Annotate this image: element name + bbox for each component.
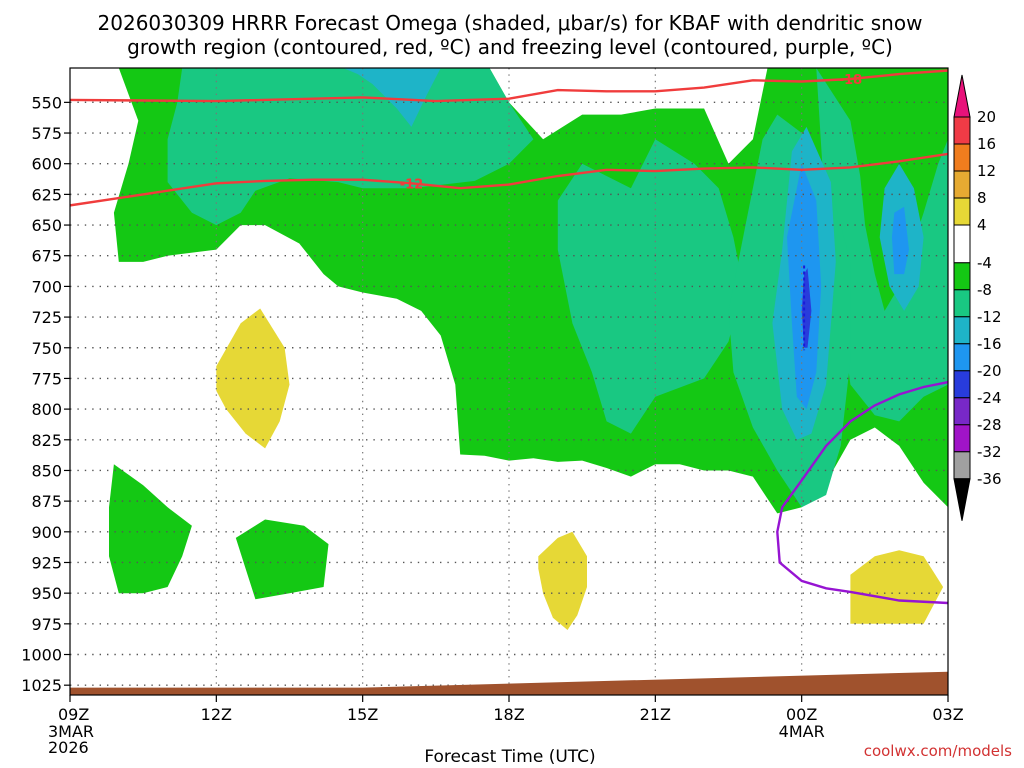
dendritic-label--18: -18	[839, 73, 863, 88]
y-tick-label-875: 875	[31, 492, 62, 511]
y-tick-label-850: 850	[31, 461, 62, 480]
colorbar-bin-3	[953, 170, 971, 199]
omega-region-1	[109, 464, 192, 594]
y-tick-label-975: 975	[31, 615, 62, 634]
colorbar-bin-7	[953, 289, 971, 318]
colorbar-label-4: 4	[977, 216, 987, 234]
colorbar-label-8: -16	[977, 335, 1002, 353]
x-tick-label-00Z: 00Z	[786, 705, 817, 724]
y-tick-label-775: 775	[31, 369, 62, 388]
colorbar-cap-top	[953, 74, 971, 118]
colorbar-bin-4	[953, 197, 971, 226]
dendritic-contour--18	[70, 69, 948, 103]
y-tick-label-550: 550	[31, 93, 62, 112]
y-tick-label-1000: 1000	[21, 646, 62, 665]
x-tick-label-15Z: 15Z	[347, 705, 378, 724]
omega-shading	[109, 68, 948, 630]
axes: 550 575 600 625 650 675 700 725 750 775 800 825 850 8…	[21, 67, 964, 757]
y-tick-label-800: 800	[31, 400, 62, 419]
x-tick-label-21Z: 21Z	[640, 705, 671, 724]
terrain	[70, 671, 948, 695]
colorbar-label-7: -12	[977, 308, 1002, 326]
omega-region-2	[235, 519, 329, 600]
x-tick-sub-09Z: 3MAR	[48, 722, 94, 741]
omega-region-15	[850, 550, 944, 624]
y-tick-label-700: 700	[31, 277, 62, 296]
x-tick-label-09Z: 09Z	[58, 705, 89, 724]
y-tick-label-925: 925	[31, 553, 62, 572]
colorbar-label-3: 8	[977, 189, 987, 207]
y-tick-label-600: 600	[31, 155, 62, 174]
x-tick-label-12Z: 12Z	[201, 705, 232, 724]
colorbar-bin-8	[953, 316, 971, 345]
colorbar-bin-6	[953, 262, 971, 291]
omega-region-13	[216, 308, 290, 449]
dendritic-contour--12	[70, 152, 948, 207]
y-tick-label-825: 825	[31, 431, 62, 450]
colorbar-label-5: -4	[977, 254, 992, 272]
colorbar-label-12: -32	[977, 443, 1002, 461]
dendritic-label--12: -12	[400, 177, 424, 192]
colorbar-bin-12	[953, 424, 971, 453]
colorbar-label-1: 16	[977, 135, 996, 153]
omega-region-4	[557, 139, 744, 434]
terrain-surface	[70, 671, 948, 695]
colorbar-bin-13	[953, 451, 971, 480]
x-tick-label-03Z: 03Z	[932, 705, 963, 724]
omega-region-14	[538, 531, 587, 630]
colorbar-cap-bottom	[953, 478, 971, 521]
y-tick-label-675: 675	[31, 247, 62, 266]
colorbar-label-2: 12	[977, 162, 996, 180]
omega-region-3	[167, 68, 534, 226]
colorbar-label-10: -24	[977, 389, 1002, 407]
colorbar-bin-1	[953, 116, 971, 145]
x-tick-label-18Z: 18Z	[493, 705, 524, 724]
y-tick-label-575: 575	[31, 124, 62, 143]
chart-title-line2: growth region (contoured, red, ºC) and f…	[127, 35, 893, 59]
y-tick-label-1025: 1025	[21, 676, 62, 695]
watermark: coolwx.com/models	[864, 742, 1012, 760]
colorbar-bin-10	[953, 370, 971, 399]
x-tick-sub-00Z: 4MAR	[779, 722, 825, 741]
colorbar-label-9: -20	[977, 362, 1002, 380]
colorbar-label-11: -28	[977, 416, 1002, 434]
omega-region-7	[343, 68, 441, 127]
colorbar-label-6: -8	[977, 281, 992, 299]
freezing-level-contour	[776, 380, 948, 605]
colorbar-bin-11	[953, 397, 971, 426]
y-tick-label-750: 750	[31, 339, 62, 358]
y-tick-label-900: 900	[31, 523, 62, 542]
omega-region-11	[891, 206, 909, 275]
contours: -18 -12	[70, 69, 948, 605]
x-axis-label: Forecast Time (UTC)	[424, 747, 595, 767]
chart-title-line1: 2026030309 HRRR Forecast Omega (shaded, …	[98, 11, 923, 35]
colorbar-bin-2	[953, 143, 971, 172]
colorbar-label-13: -36	[977, 470, 1002, 488]
y-tick-label-650: 650	[31, 216, 62, 235]
x-tick-year-09Z: 2026	[48, 738, 89, 757]
y-tick-label-725: 725	[31, 308, 62, 327]
colorbar: 20 16 12 8 4 -4 -8 -12 -16 -20 -24 -28 -32 -36	[953, 74, 1002, 521]
colorbar-label-0: 20	[977, 108, 996, 126]
colorbar-bin-9	[953, 343, 971, 372]
y-tick-label-625: 625	[31, 185, 62, 204]
y-tick-label-950: 950	[31, 584, 62, 603]
colorbar-bin-5	[953, 224, 971, 264]
